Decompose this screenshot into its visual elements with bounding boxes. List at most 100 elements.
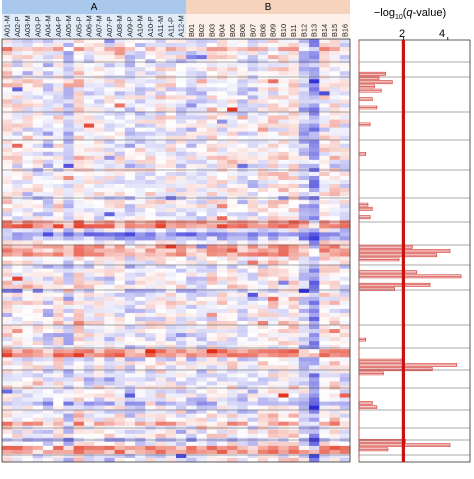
heatmap-cell [298, 453, 310, 459]
heatmap-cell [124, 321, 136, 326]
heatmap-cell [94, 268, 105, 273]
heatmap-cell [206, 188, 218, 193]
heatmap-cell [339, 429, 351, 435]
heatmap-cell [216, 208, 228, 213]
heatmap-cell [104, 95, 115, 100]
heatmap-cell [339, 39, 351, 44]
heatmap-cell [298, 184, 310, 189]
heatmap-cell [186, 143, 197, 149]
heatmap-cell [32, 59, 44, 64]
heatmap-cell [73, 453, 85, 459]
heatmap-cell [42, 119, 54, 124]
heatmap-cell [2, 216, 13, 221]
heatmap-cell [145, 111, 156, 116]
heatmap-cell [32, 333, 44, 338]
heatmap-cell [104, 43, 115, 48]
heatmap-cell [32, 337, 44, 342]
heatmap-cell [165, 457, 177, 463]
column-label-bg [319, 14, 330, 38]
heatmap-cell [104, 272, 115, 277]
heatmap-cell [124, 159, 136, 165]
heatmap-cell [145, 135, 156, 141]
heatmap-cell [268, 107, 279, 112]
heatmap-cell [155, 325, 167, 330]
column-label-bg [94, 14, 105, 38]
heatmap-cell [186, 417, 197, 423]
heatmap-cell [124, 135, 136, 141]
heatmap-cell [268, 337, 279, 342]
heatmap-cell [176, 180, 187, 185]
heatmap-cell [237, 252, 248, 257]
heatmap-cell [63, 457, 74, 463]
heatmap-cell [135, 304, 146, 310]
heatmap-cell [186, 75, 197, 80]
heatmap-cell [22, 333, 34, 338]
heatmap-cell [53, 333, 64, 338]
heatmap-cell [237, 75, 248, 80]
heatmap-cell [278, 304, 289, 310]
heatmap-cell [329, 147, 341, 153]
heatmap-cell [339, 208, 351, 213]
heatmap-cell [319, 341, 330, 346]
heatmap-cell [298, 220, 310, 225]
heatmap-cell [278, 413, 289, 418]
heatmap-cell [237, 95, 248, 100]
heatmap-cell [216, 236, 228, 241]
heatmap-cell [206, 115, 218, 120]
heatmap-cell [145, 405, 156, 410]
heatmap-cell [114, 200, 126, 205]
heatmap-cell [176, 345, 187, 350]
heatmap-cell [216, 159, 228, 165]
heatmap-cell [216, 308, 228, 314]
heatmap-cell [32, 51, 44, 56]
heatmap-cell [298, 119, 310, 124]
heatmap-cell [135, 284, 146, 290]
heatmap-cell [257, 63, 269, 68]
heatmap-cell [216, 353, 228, 358]
heatmap-cell [329, 300, 341, 306]
column-label-bg [42, 14, 54, 38]
heatmap-cell [339, 155, 351, 161]
heatmap-cell [196, 163, 208, 169]
heatmap-cell [196, 47, 208, 52]
heatmap-cell [268, 159, 279, 165]
heatmap-cell [114, 47, 126, 52]
heatmap-cell [278, 445, 289, 451]
heatmap-cell [186, 139, 197, 145]
heatmap-cell [206, 441, 218, 447]
heatmap-cell [145, 361, 156, 366]
heatmap-cell [339, 361, 351, 366]
heatmap-cell [227, 47, 238, 52]
heatmap-cell [83, 244, 95, 249]
heatmap-cell [247, 155, 259, 161]
heatmap-cell [63, 276, 74, 282]
heatmap-cell [278, 212, 289, 217]
heatmap-cell [288, 163, 300, 169]
heatmap-cell [53, 83, 64, 88]
heatmap-cell [83, 184, 95, 189]
heatmap-cell [227, 284, 238, 290]
heatmap-cell [83, 171, 95, 177]
heatmap-cell [257, 405, 269, 410]
heatmap-cell [104, 155, 115, 161]
heatmap-cell [2, 405, 13, 410]
heatmap-cell [63, 59, 74, 64]
heatmap-cell [94, 304, 105, 310]
heatmap-cell [278, 345, 289, 350]
heatmap-cell [309, 441, 320, 447]
heatmap-cell [165, 325, 177, 330]
heatmap-cell [319, 429, 330, 435]
heatmap-cell [124, 421, 136, 427]
heatmap-cell [176, 417, 187, 423]
heatmap-cell [329, 107, 341, 112]
heatmap-cell [73, 409, 85, 414]
heatmap-cell [73, 151, 85, 157]
column-label: A01-M [3, 15, 12, 37]
heatmap-cell [329, 345, 341, 350]
heatmap-cell [165, 123, 177, 128]
heatmap-cell [339, 159, 351, 165]
heatmap-cell [73, 381, 85, 386]
heatmap-cell [278, 329, 289, 334]
column-label-bg [237, 14, 248, 38]
heatmap-cell [104, 337, 115, 342]
